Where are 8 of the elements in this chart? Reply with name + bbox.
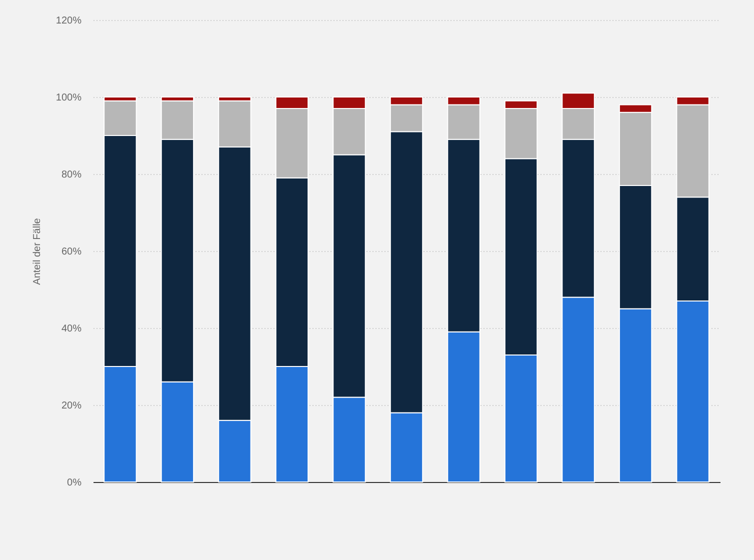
y-tick-label: 120% (56, 16, 82, 26)
y-tick-label: 40% (61, 324, 82, 334)
y-tick-label: 60% (61, 246, 82, 258)
y-tick-label: 100% (56, 92, 82, 104)
y-axis-title: Anteil der Fälle (32, 218, 43, 285)
y-tick-label: 0% (67, 478, 82, 488)
y-tick-label: 80% (61, 170, 82, 180)
y-tick-label: 20% (61, 400, 82, 412)
